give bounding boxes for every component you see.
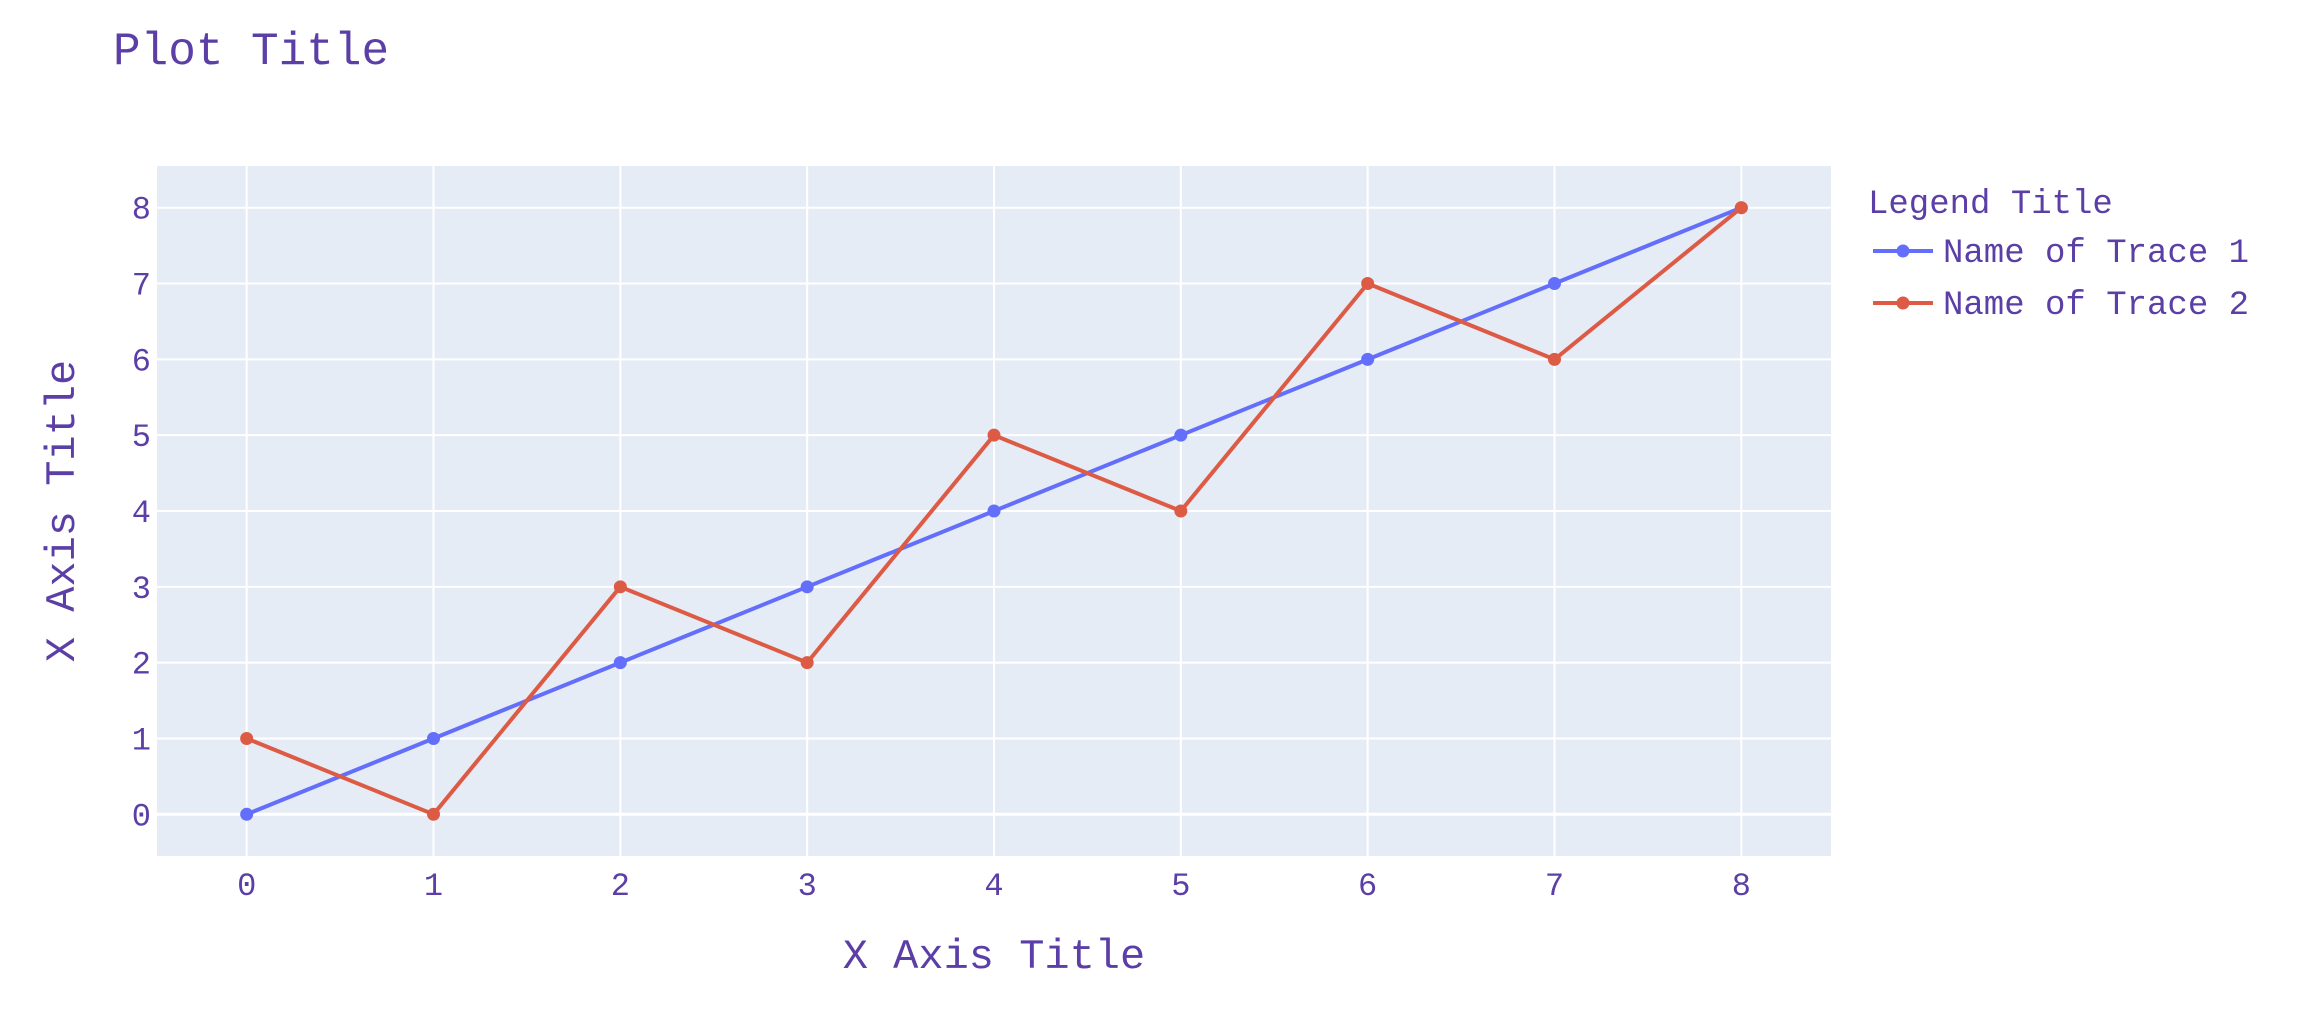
y-tick-label: 5 [132,419,151,456]
legend-title: Legend Title [1868,186,2113,224]
legend-item[interactable]: Name of Trace 1 [1873,235,2249,273]
data-point[interactable] [427,731,441,745]
y-tick-label: 2 [132,647,151,684]
series-2 [240,201,1748,821]
x-tick-label: 4 [984,868,1003,905]
x-tick-label: 3 [798,868,817,905]
x-tick-label: 1 [424,868,443,905]
y-tick-label: 8 [132,192,151,229]
y-tick-label: 7 [132,268,151,305]
legend-swatch-marker [1896,244,1910,258]
y-axis-title: X Axis Title [39,360,87,662]
y-tick-label: 1 [132,722,151,759]
series-1 [240,201,1748,821]
data-point[interactable] [1361,277,1375,291]
y-tick-label: 4 [132,495,151,532]
data-point[interactable] [1174,504,1188,518]
series-layer [240,201,1748,821]
data-point[interactable] [240,731,254,745]
x-tick-label: 0 [237,868,256,905]
data-point[interactable] [240,807,254,821]
data-point[interactable] [427,807,441,821]
data-point[interactable] [987,428,1001,442]
data-point[interactable] [800,580,814,594]
data-point[interactable] [987,504,1001,518]
x-tick-label: 7 [1545,868,1564,905]
data-point[interactable] [1734,201,1748,215]
data-point[interactable] [1547,352,1561,366]
x-axis-title: X Axis Title [843,933,1145,981]
x-tick-labels: 0 1 2 3 4 5 6 7 8 [237,868,1751,905]
data-point[interactable] [1547,277,1561,291]
y-tick-label: 6 [132,343,151,380]
chart-title: Plot Title [113,26,389,78]
y-tick-label: 0 [132,798,151,835]
x-tick-label: 5 [1171,868,1190,905]
data-point[interactable] [613,580,627,594]
x-tick-label: 6 [1358,868,1377,905]
legend-items: Name of Trace 1 Name of Trace 2 [1873,235,2249,325]
legend-swatch-marker [1896,296,1910,310]
legend-item[interactable]: Name of Trace 2 [1873,287,2249,325]
x-tick-label: 8 [1732,868,1751,905]
y-tick-label: 3 [132,571,151,608]
legend-label: Name of Trace 2 [1943,287,2249,325]
data-point[interactable] [613,656,627,670]
data-point[interactable] [1361,352,1375,366]
data-point[interactable] [1174,428,1188,442]
data-point[interactable] [800,656,814,670]
legend-label: Name of Trace 1 [1943,235,2249,273]
y-tick-labels: 0 1 2 3 4 5 6 7 8 [132,192,151,836]
x-tick-label: 2 [611,868,630,905]
